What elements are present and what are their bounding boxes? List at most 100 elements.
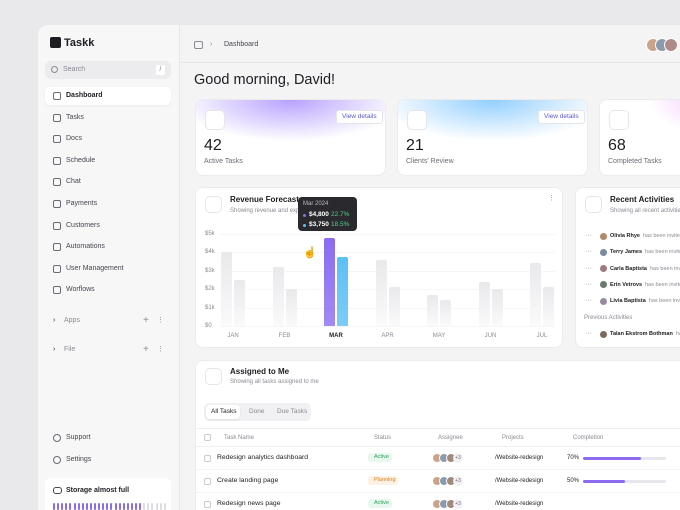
tab[interactable]: Done [249, 408, 265, 415]
bar [440, 300, 451, 326]
task-name[interactable]: Redesign analytics dashboard [217, 454, 309, 461]
icon [53, 243, 61, 252]
activities-icon [585, 196, 602, 213]
storage-tick [77, 503, 80, 510]
logo [50, 37, 61, 48]
cursor: ☝ [303, 247, 317, 259]
storage-tick [85, 503, 88, 510]
progress-fill [583, 456, 642, 460]
storage-tick [155, 503, 158, 510]
footer-item[interactable]: Settings [66, 456, 92, 463]
icon [53, 156, 61, 165]
chart-subtitle: Showing revenue and expenses [230, 208, 316, 214]
stat-card [599, 99, 680, 176]
tab[interactable]: Due Tasks [277, 408, 308, 415]
storage-tick [143, 503, 146, 510]
x-tick-label: JUL [536, 333, 548, 339]
grid-line [220, 270, 555, 272]
nav-item[interactable]: User Management [66, 264, 124, 272]
sidebar [38, 25, 180, 510]
previous-label: Previous Activities [584, 315, 633, 321]
chart-menu[interactable]: ⋮ [548, 195, 555, 202]
x-tick-label: APR [381, 333, 394, 339]
storage-tick [151, 503, 154, 510]
nav-item[interactable]: Automations [66, 243, 105, 251]
activities-subtitle: Showing all recent activities [610, 208, 680, 214]
stat-icon [609, 110, 629, 130]
y-tick-label: $4k [205, 249, 215, 256]
search-placeholder[interactable]: Search [63, 66, 86, 73]
storage-tick [65, 503, 68, 510]
column-header: Status [374, 435, 392, 441]
section-chevron: › [53, 346, 56, 353]
activity-avatar [600, 281, 607, 289]
home-icon [194, 41, 203, 49]
icon [53, 113, 61, 122]
nav-item[interactable]: Schedule [66, 156, 96, 164]
tab[interactable]: All Tasks [211, 408, 237, 415]
x-tick-label: MAR [329, 333, 343, 339]
footer-icon [53, 434, 61, 442]
table-rule [196, 428, 680, 429]
activity-avatar [600, 248, 607, 256]
nav-item[interactable]: Customers [66, 221, 100, 229]
storage-tick [118, 503, 121, 510]
icon [53, 286, 61, 295]
section-more: ⋮ [157, 346, 164, 353]
section[interactable]: Apps [64, 317, 80, 324]
storage-tick [94, 503, 96, 510]
bar [285, 289, 297, 326]
activity-avatar [600, 297, 607, 305]
bar [543, 287, 554, 326]
activity-action: has been invited [645, 281, 680, 288]
x-tick-label: MAY [432, 333, 446, 339]
storage-tick [57, 503, 60, 510]
header-divider [181, 62, 680, 63]
stat-value: 68 [608, 137, 626, 154]
x-tick-label: JAN [227, 333, 239, 339]
nav-item[interactable]: Dashboard [66, 92, 103, 99]
task-name[interactable]: Redesign news page [217, 500, 281, 508]
section[interactable]: File [64, 346, 76, 353]
stat-label: Active Tasks [204, 158, 243, 165]
table-rule [196, 469, 680, 470]
stat-value: 42 [204, 137, 222, 154]
tab-active [206, 405, 240, 419]
nav-item[interactable]: Worflows [66, 286, 95, 294]
column-header: Completion [573, 435, 604, 441]
section-more: ⋮ [157, 317, 164, 324]
nav-item[interactable]: Docs [66, 135, 82, 143]
nav-item[interactable]: Payments [66, 200, 98, 207]
row-menu: ··· [585, 280, 592, 288]
row-check [204, 454, 211, 462]
storage-tick [110, 503, 113, 510]
icon [53, 135, 61, 144]
activities-title: Recent Activities [610, 195, 675, 204]
column-header: Assignee [438, 435, 463, 441]
grid-line [220, 252, 555, 254]
activity-name: Livia Baptista [610, 298, 646, 305]
nav-item[interactable]: Chat [66, 178, 81, 186]
section-add: + [143, 315, 149, 326]
storage-tick [163, 503, 166, 510]
bar [272, 267, 284, 326]
view-details[interactable]: View details [538, 110, 585, 124]
nav-item[interactable]: Tasks [66, 113, 84, 121]
bar [427, 294, 438, 326]
bar [478, 281, 490, 326]
chart-icon [205, 196, 222, 213]
row-menu: ··· [585, 297, 592, 305]
status: Planning [368, 476, 399, 486]
view-details[interactable]: View details [336, 110, 383, 124]
column-header: Projects [502, 435, 524, 441]
status: Active [368, 453, 392, 462]
storage-tick [139, 503, 142, 510]
task-name[interactable]: Create landing page [217, 477, 279, 485]
footer-item[interactable]: Support [66, 434, 91, 441]
row-menu: ··· [585, 232, 592, 239]
icon [53, 221, 61, 230]
activity-action: has been invited [675, 331, 680, 337]
activity-name: Talan Ekstrom Bothman [610, 331, 673, 337]
icon [53, 92, 61, 100]
bar [337, 257, 348, 326]
